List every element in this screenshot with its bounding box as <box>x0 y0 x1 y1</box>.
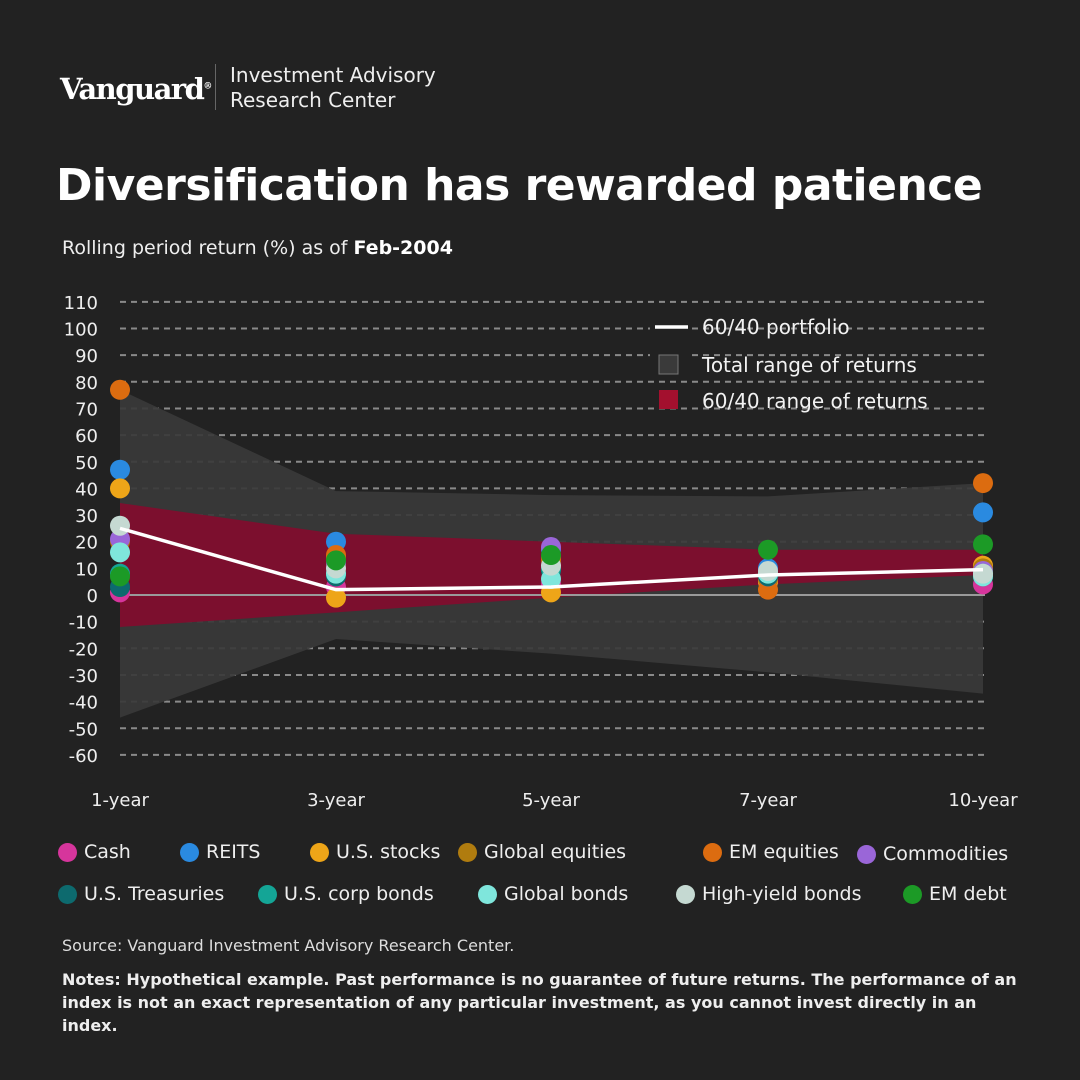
y-tick-label: -50 <box>69 719 98 740</box>
data-point-em-equities <box>110 379 130 400</box>
x-tick-label: 7-year <box>739 790 797 811</box>
subtitle-date: Feb-2004 <box>353 237 453 259</box>
x-tick-label: 10-year <box>948 790 1018 811</box>
legend-dot-icon <box>857 844 876 864</box>
logo-text: Vanguard <box>60 72 205 106</box>
chart: 1101009080706050403020100-10-20-30-40-50… <box>64 293 1019 811</box>
legend-total-range-swatch <box>658 354 679 375</box>
data-point-em-debt <box>758 539 778 560</box>
legend-dot-icon <box>180 842 199 862</box>
legend-dot-icon <box>676 884 695 904</box>
series-legend-label: High-yield bonds <box>702 883 862 905</box>
series-legend-label: REITS <box>206 841 261 863</box>
x-tick-label: 1-year <box>91 790 149 811</box>
series-legend-item: Cash <box>58 841 131 863</box>
legend-dot-icon <box>478 884 497 904</box>
page-title: Diversification has rewarded patience <box>56 160 983 211</box>
data-point-high-yield-bonds <box>758 561 778 582</box>
x-tick-label: 5-year <box>522 790 580 811</box>
series-legend-item: REITS <box>180 841 260 863</box>
y-tick-label: -40 <box>69 693 98 714</box>
legend-dot-icon <box>258 884 277 904</box>
data-point-em-equities <box>973 473 993 494</box>
legend-dot-icon <box>703 842 722 862</box>
data-point-high-yield-bonds <box>973 563 993 584</box>
series-legend-item: Commodities <box>857 843 1008 865</box>
series-legend-label: Commodities <box>883 843 1009 865</box>
org-line-2: Research Center <box>230 88 396 112</box>
legend-dot-icon <box>58 842 77 862</box>
legend-dot-icon <box>58 884 77 904</box>
series-legend-label: U.S. corp bonds <box>284 883 434 905</box>
legend-label: 60/40 range of returns <box>702 389 928 413</box>
y-tick-label: -10 <box>69 613 98 634</box>
y-tick-label: 40 <box>75 479 98 500</box>
data-point-reits <box>110 459 130 480</box>
data-point-em-debt <box>110 566 130 587</box>
series-legend-label: Global bonds <box>504 883 629 905</box>
data-point-reits <box>973 502 993 523</box>
y-tick-label: -30 <box>69 666 98 687</box>
chart-subtitle: Rolling period return (%) as of Feb-2004 <box>62 237 453 259</box>
vanguard-logo: Vanguard® <box>60 72 213 106</box>
series-legend-item: EM debt <box>903 883 1007 905</box>
series-legend-label: U.S. stocks <box>336 841 441 863</box>
series-legend-item: EM equities <box>703 841 839 863</box>
legend-dot-icon <box>903 884 922 904</box>
header-divider <box>215 64 216 110</box>
series-legend-label: Global equities <box>484 841 627 863</box>
series-legend-label: EM equities <box>729 841 839 863</box>
y-tick-label: 90 <box>75 346 98 367</box>
y-tick-label: 30 <box>75 506 98 527</box>
data-point-u-s-stocks <box>326 587 346 608</box>
legend-label: 60/40 portfolio <box>702 315 850 339</box>
y-tick-label: 10 <box>75 559 98 580</box>
series-legend-item: Global equities <box>458 841 626 863</box>
y-tick-label: -20 <box>69 639 98 660</box>
data-point-em-debt <box>326 550 346 571</box>
data-point-high-yield-bonds <box>110 515 130 536</box>
legend-6040-range-swatch <box>659 390 678 409</box>
y-tick-label: 100 <box>64 320 98 341</box>
y-tick-label: 20 <box>75 533 98 554</box>
series-legend-label: Cash <box>84 841 131 863</box>
series-legend-label: U.S. Treasuries <box>84 883 225 905</box>
legend-dot-icon <box>458 842 477 862</box>
data-point-em-debt <box>973 534 993 555</box>
org-line-1: Investment Advisory <box>230 63 436 87</box>
series-legend-item: High-yield bonds <box>676 883 861 905</box>
source-note: Source: Vanguard Investment Advisory Res… <box>62 936 515 955</box>
x-tick-label: 3-year <box>307 790 365 811</box>
series-legend-label: EM debt <box>929 883 1007 905</box>
data-point-em-debt <box>541 545 561 566</box>
org-name: Investment Advisory Research Center <box>230 63 436 113</box>
portfolio-6040-line <box>119 526 984 592</box>
data-point-u-s-stocks <box>110 478 130 499</box>
y-tick-label: 60 <box>75 426 98 447</box>
data-point-global-bonds <box>110 542 130 563</box>
y-tick-label: -60 <box>69 746 98 767</box>
series-legend-item: U.S. stocks <box>310 841 440 863</box>
series-legend-item: Global bonds <box>478 883 628 905</box>
series-legend-item: U.S. Treasuries <box>58 883 224 905</box>
y-tick-label: 70 <box>75 399 98 420</box>
y-tick-label: 80 <box>75 373 98 394</box>
legend-label: Total range of returns <box>701 353 917 377</box>
y-tick-label: 0 <box>87 586 98 607</box>
subtitle-text: Rolling period return (%) as of <box>62 237 348 259</box>
legend-dot-icon <box>310 842 329 862</box>
y-tick-label: 110 <box>64 293 98 314</box>
series-legend-item: U.S. corp bonds <box>258 883 434 905</box>
y-tick-label: 50 <box>75 453 98 474</box>
disclaimer-notes: Notes: Hypothetical example. Past perfor… <box>62 970 1017 1035</box>
